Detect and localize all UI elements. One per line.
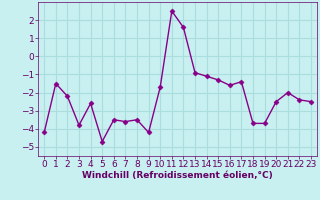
X-axis label: Windchill (Refroidissement éolien,°C): Windchill (Refroidissement éolien,°C) (82, 171, 273, 180)
